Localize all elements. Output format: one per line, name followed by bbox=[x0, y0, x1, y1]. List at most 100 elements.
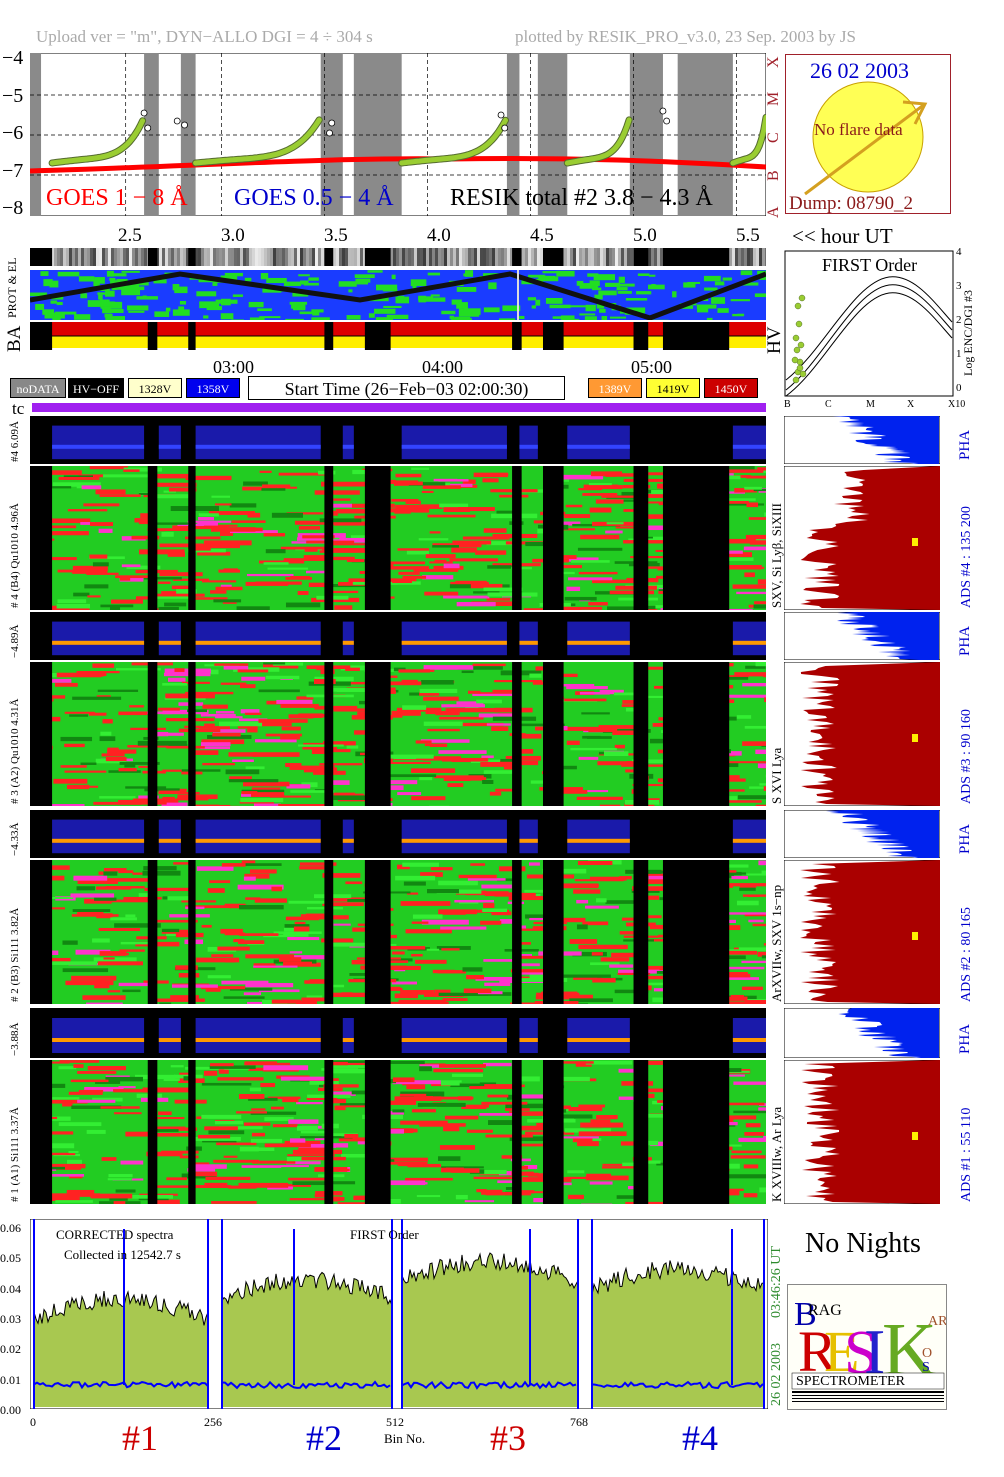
goes-05-4-label: GOES 0.5 − 4 Å bbox=[234, 185, 394, 211]
ads-label: ADS #1 : 55 110 bbox=[959, 1107, 974, 1202]
goes-y-tick: −4 bbox=[2, 47, 24, 69]
legend-1358v: 1358V bbox=[186, 378, 240, 398]
channel-label-3: #3 bbox=[490, 1418, 526, 1458]
logo-spectrometer-text: SPECTROMETER bbox=[796, 1374, 905, 1389]
goes-1-8-label: GOES 1 − 8 Å bbox=[46, 185, 188, 211]
pha-label: PHA bbox=[957, 429, 973, 460]
first-order-plot bbox=[784, 250, 954, 397]
pha-label: PHA bbox=[957, 1023, 973, 1054]
spectra-date-right: 26 02 2003 bbox=[769, 1343, 784, 1406]
spectra-x-tick: 768 bbox=[570, 1415, 588, 1429]
legend-1419v: 1419V bbox=[646, 378, 700, 398]
goes-class-letter: A bbox=[765, 206, 782, 218]
gray-intensity-strip bbox=[30, 248, 766, 266]
channel-spectrogram bbox=[30, 1060, 766, 1204]
pha-wavelength-label: −3.88Å bbox=[9, 1022, 21, 1056]
channel-spec-label: # 4 (B4) Qu1010 4.96Å bbox=[9, 503, 21, 608]
goes-y-tick: −8 bbox=[2, 197, 24, 219]
goes-x-tick: 3.5 bbox=[324, 225, 348, 246]
pha-label: PHA bbox=[957, 625, 973, 656]
legend-nodata: noDATA bbox=[10, 378, 66, 398]
spectra-collected: Collected in 12542.7 s bbox=[64, 1247, 181, 1262]
legend-1450v: 1450V bbox=[704, 378, 758, 398]
channel-label-4: #4 bbox=[682, 1418, 718, 1458]
pha-histogram bbox=[784, 810, 940, 858]
goes-x-tick: 3.0 bbox=[221, 225, 245, 246]
spectra-title: CORRECTED spectra bbox=[56, 1227, 174, 1242]
sun-position-box bbox=[785, 54, 951, 214]
goes-x-tick: 5.0 bbox=[633, 225, 657, 246]
legend-hv-off: HV−OFF bbox=[68, 378, 124, 398]
goes-x-tick: 5.5 bbox=[736, 225, 760, 246]
hour-ut-label: << hour UT bbox=[792, 224, 893, 248]
first-order-title: FIRST Order bbox=[822, 255, 918, 275]
spectra-x-tick: 0 bbox=[30, 1415, 36, 1429]
goes-class-letter: X bbox=[765, 56, 782, 68]
ads-label: ADS #4 : 135 200 bbox=[959, 506, 974, 608]
resik-logo: B RAG R E S I K S O AR SPECTROMETER bbox=[787, 1284, 947, 1410]
ads-histogram bbox=[784, 860, 940, 1004]
resik-total-label: RESIK total #2 3.8 − 4.3 Å bbox=[450, 185, 713, 211]
proton-electron-strip bbox=[30, 270, 766, 320]
no-nights-text: No Nights bbox=[805, 1228, 921, 1259]
goes-y-tick: −5 bbox=[2, 84, 24, 107]
pha-histogram bbox=[784, 416, 940, 464]
channel-label-1: #1 bbox=[122, 1418, 158, 1458]
tc-bar bbox=[32, 403, 766, 412]
ion-label: ArXVIIw, SXV 1s−np bbox=[769, 884, 784, 1002]
svg-text:B: B bbox=[794, 1296, 817, 1333]
dump-text: Dump: 08790_2 bbox=[789, 193, 914, 214]
tc-label: tc bbox=[12, 399, 25, 418]
svg-text:O: O bbox=[922, 1346, 932, 1361]
first-order-y-tick: 1 bbox=[956, 348, 962, 360]
first-order-x-tick: X bbox=[907, 399, 915, 410]
pha-histogram bbox=[784, 1008, 940, 1058]
pha-time-strip bbox=[30, 416, 766, 464]
ion-label: K XVIIIw, Ar Lya bbox=[769, 1106, 784, 1202]
sun-date: 26 02 2003 bbox=[810, 58, 909, 83]
first-order-y-tick: 0 bbox=[956, 382, 962, 394]
spectra-order: FIRST Order bbox=[350, 1227, 419, 1242]
first-order-y-tick: 2 bbox=[956, 314, 962, 326]
ba-status-strip bbox=[30, 322, 766, 350]
pha-time-strip bbox=[30, 1008, 766, 1058]
spectra-y-tick: 0.01 bbox=[0, 1372, 21, 1387]
svg-text:AR: AR bbox=[928, 1314, 947, 1329]
first-order-ylabel: Log ENC/DGI #3 bbox=[961, 290, 975, 376]
ads-histogram bbox=[784, 662, 940, 806]
spectra-y-tick: 0.05 bbox=[0, 1251, 21, 1266]
spectra-y-tick: 0.04 bbox=[0, 1281, 21, 1296]
prot-el-label: PROT & EL bbox=[5, 257, 19, 318]
spectra-xlabel: Bin No. bbox=[384, 1431, 426, 1446]
svg-text:RAG: RAG bbox=[808, 1302, 842, 1319]
spectra-x-tick: 512 bbox=[386, 1415, 404, 1429]
pha-time-strip bbox=[30, 612, 766, 660]
goes-class-letter: C bbox=[765, 132, 782, 143]
spectra-x-tick: 256 bbox=[204, 1415, 222, 1429]
ads-histogram bbox=[784, 1060, 940, 1204]
start-time-box: Start Time (26−Feb−03 02:00:30) bbox=[248, 376, 565, 400]
no-flare-data-text: No flare data bbox=[814, 120, 903, 139]
svg-text:S: S bbox=[922, 1360, 930, 1375]
pha-wavelength-label: −4.89Å bbox=[9, 624, 21, 658]
ba-label: BA bbox=[4, 325, 25, 352]
plotted-by-text: plotted by RESIK_PRO_v3.0, 23 Sep. 2003 … bbox=[515, 27, 856, 46]
ads-label: ADS #3 : 90 160 bbox=[959, 709, 974, 804]
spectra-y-tick: 0.03 bbox=[0, 1311, 21, 1326]
goes-y-tick: −6 bbox=[2, 122, 24, 144]
goes-y-tick: −7 bbox=[2, 159, 24, 182]
sun-disk bbox=[804, 81, 928, 196]
upload-version-text: Upload ver = "m", DYN−ALLO DGI = 4 ÷ 304… bbox=[36, 27, 373, 46]
first-order-x-tick: B bbox=[784, 399, 791, 410]
pha-histogram bbox=[784, 612, 940, 660]
first-order-x-tick: C bbox=[825, 399, 832, 410]
channel-spec-label: # 3 (A2) Qu1010 4.31Å bbox=[9, 698, 21, 804]
ion-label: S XVI Lya bbox=[769, 747, 784, 804]
goes-class-letter: M bbox=[765, 91, 782, 106]
channel-spectrogram bbox=[30, 860, 766, 1004]
svg-text:I: I bbox=[864, 1316, 885, 1387]
channel-spectrogram bbox=[30, 662, 766, 806]
time-axis-tick: 05:00 bbox=[631, 357, 673, 377]
pha-time-strip bbox=[30, 810, 766, 858]
goes-lightcurve-plot bbox=[30, 53, 766, 216]
